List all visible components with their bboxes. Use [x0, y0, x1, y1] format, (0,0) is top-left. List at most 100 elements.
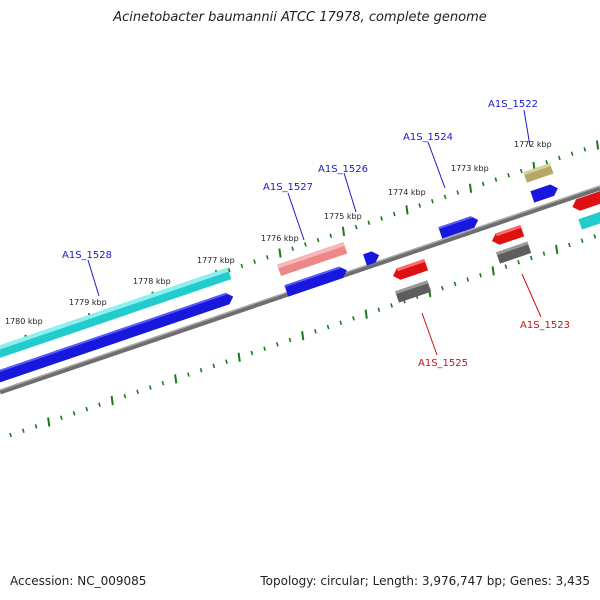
- minor-tick: [60, 415, 63, 420]
- gene-label[interactable]: A1S_1527: [263, 182, 313, 193]
- minor-tick: [529, 255, 533, 261]
- gene-label[interactable]: A1S_1523: [520, 320, 570, 331]
- tick-label: 1778 kbp: [133, 277, 171, 286]
- minor-tick: [275, 342, 279, 347]
- gene-a1s-1524[interactable]: [438, 214, 480, 239]
- genome-summary-text: Topology: circular; Length: 3,976,747 bp…: [260, 574, 590, 588]
- tick-label: 1775 kbp: [324, 212, 362, 221]
- connector-a1s-1527: [287, 192, 305, 241]
- gene-right-edge-cds[interactable]: [578, 209, 600, 230]
- gene-a1s-1528[interactable]: [0, 291, 235, 385]
- gene-label[interactable]: A1S_1522: [488, 99, 538, 110]
- gene-a1s-1525[interactable]: [391, 259, 429, 282]
- minor-tick: [316, 237, 320, 243]
- minor-tick: [519, 168, 523, 174]
- gene-a1s-1522[interactable]: [530, 183, 559, 203]
- minor-tick: [212, 363, 216, 369]
- minor-tick: [380, 216, 383, 221]
- map-title: Acinetobacter baumannii ATCC 17978, comp…: [113, 10, 487, 25]
- connector-a1s-1528: [87, 259, 100, 297]
- minor-tick: [466, 277, 470, 282]
- minor-tick: [240, 263, 244, 269]
- minor-tick: [570, 151, 574, 156]
- minor-tick: [72, 411, 76, 416]
- minor-tick: [568, 242, 571, 248]
- connector-a1s-1525: [421, 312, 438, 356]
- gene-a1s-1522-rna[interactable]: [523, 163, 554, 183]
- major-tick: [278, 248, 282, 258]
- minor-tick: [545, 160, 549, 165]
- minor-tick: [352, 316, 355, 321]
- minor-tick: [441, 285, 444, 291]
- minor-tick: [453, 281, 457, 287]
- minor-tick: [542, 251, 546, 256]
- minor-tick: [418, 203, 422, 208]
- minor-tick: [225, 359, 228, 364]
- connector-a1s-1526: [343, 172, 357, 213]
- minor-tick: [187, 372, 190, 377]
- major-tick: [491, 266, 495, 276]
- connector-a1s-1522: [523, 109, 531, 147]
- major-tick: [47, 417, 51, 427]
- minor-tick: [304, 242, 307, 247]
- minor-tick: [253, 259, 256, 264]
- minor-tick: [479, 273, 482, 278]
- minor-tick: [443, 194, 447, 200]
- minor-tick: [314, 329, 317, 334]
- minor-tick: [161, 380, 165, 386]
- major-tick: [301, 331, 305, 341]
- minor-tick: [199, 368, 203, 373]
- minor-tick: [339, 320, 343, 325]
- major-tick: [405, 205, 409, 215]
- tick-label: 1773 kbp: [451, 164, 489, 173]
- gene-a1s-1525-rna[interactable]: [395, 280, 432, 303]
- ruler-lower: [9, 234, 597, 438]
- gene-a1s-1523-rna[interactable]: [496, 241, 532, 264]
- minor-tick: [227, 268, 231, 273]
- minor-tick: [85, 406, 89, 412]
- major-tick: [110, 395, 114, 406]
- connector-a1s-1524: [427, 141, 446, 189]
- tick-label: 1779 kbp: [69, 298, 107, 307]
- minor-tick: [263, 346, 266, 351]
- minor-tick: [9, 432, 12, 438]
- minor-tick: [326, 324, 330, 330]
- minor-tick: [517, 260, 520, 265]
- connector-a1s-1523: [521, 273, 542, 318]
- minor-tick: [21, 428, 25, 433]
- major-tick: [555, 244, 559, 254]
- tick-label: 1776 kbp: [261, 234, 299, 243]
- gene-label[interactable]: A1S_1526: [318, 164, 368, 175]
- major-tick: [468, 183, 473, 193]
- minor-tick: [377, 307, 381, 313]
- major-tick: [174, 374, 178, 384]
- gene-label[interactable]: A1S_1524: [403, 132, 453, 143]
- minor-tick: [390, 303, 393, 308]
- minor-tick: [456, 190, 460, 195]
- minor-tick: [34, 424, 38, 429]
- minor-tick: [250, 350, 254, 356]
- gene-label[interactable]: A1S_1525: [418, 358, 468, 369]
- minor-tick: [583, 147, 587, 152]
- tick-label: 1774 kbp: [388, 188, 426, 197]
- minor-tick: [431, 198, 434, 204]
- gene-right-edge-reverse[interactable]: [570, 189, 600, 213]
- minor-tick: [580, 238, 584, 243]
- minor-tick: [288, 337, 292, 343]
- major-tick: [364, 309, 368, 319]
- minor-tick: [136, 389, 139, 395]
- gene-a1s-1528-cds[interactable]: [0, 267, 232, 362]
- minor-tick: [367, 220, 371, 226]
- minor-tick: [123, 393, 127, 399]
- gene-a1s-1523[interactable]: [490, 225, 525, 247]
- minor-tick: [494, 177, 498, 182]
- minor-tick: [481, 181, 485, 187]
- gene-a1s-1526[interactable]: [363, 249, 381, 266]
- minor-tick: [504, 264, 508, 269]
- minor-tick: [507, 173, 510, 178]
- gene-label[interactable]: A1S_1528: [62, 250, 112, 261]
- minor-tick: [148, 385, 152, 390]
- gene-a1s-1527[interactable]: [284, 265, 348, 297]
- gene-a1s-1527-rna[interactable]: [277, 242, 348, 277]
